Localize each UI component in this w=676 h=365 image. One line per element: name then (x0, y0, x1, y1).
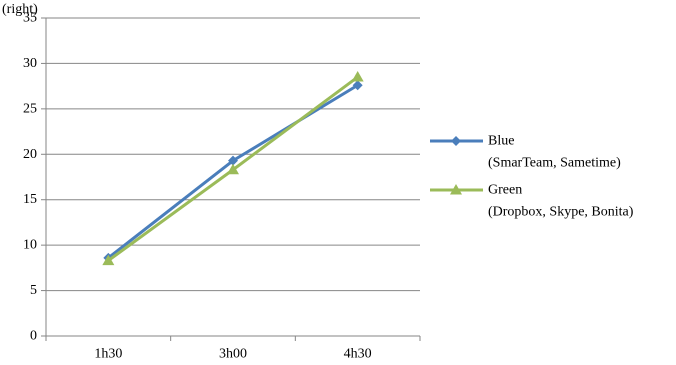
gridlines (46, 17, 420, 292)
x-tick-label: 4h30 (344, 347, 372, 362)
legend-label: Blue (488, 134, 514, 149)
y-tick-labels: 0 5 10 15 20 25 30 35 (23, 11, 37, 344)
legend-marker (451, 136, 461, 146)
data-point (102, 254, 115, 266)
y-tick-label: 35 (23, 11, 37, 26)
x-tick-labels: 1h30 3h00 4h30 (94, 347, 371, 362)
data-point (351, 71, 364, 82)
y-tick-label: 25 (23, 101, 37, 116)
y-tick-label: 15 (23, 192, 37, 207)
y-tick-label: 5 (30, 283, 37, 298)
y-tick-label: 30 (23, 56, 37, 71)
legend: Blue (SmarTeam, Sametime) Green (Dropbox, S… (430, 134, 634, 220)
y-tick-label: 10 (23, 238, 37, 253)
series-lines (102, 71, 364, 266)
data-point (228, 155, 238, 166)
series-green (102, 71, 364, 266)
y-tick-label: 20 (23, 147, 37, 162)
legend-detail: (SmarTeam, Sametime) (488, 156, 621, 171)
data-point (227, 163, 239, 175)
y-tick-label: 0 (30, 329, 37, 344)
legend-entry-green: Green (Dropbox, Skype, Bonita) (430, 183, 634, 220)
legend-label: Green (488, 183, 522, 198)
legend-entry-blue: Blue (SmarTeam, Sametime) (430, 134, 621, 171)
x-tick-label: 1h30 (94, 347, 122, 362)
data-point (352, 80, 363, 91)
x-tick-label: 3h00 (219, 347, 247, 362)
legend-marker (450, 184, 462, 195)
top-text-fragment: (right) (2, 2, 38, 17)
legend-detail: (Dropbox, Skype, Bonita) (488, 205, 634, 220)
axes (41, 17, 421, 341)
